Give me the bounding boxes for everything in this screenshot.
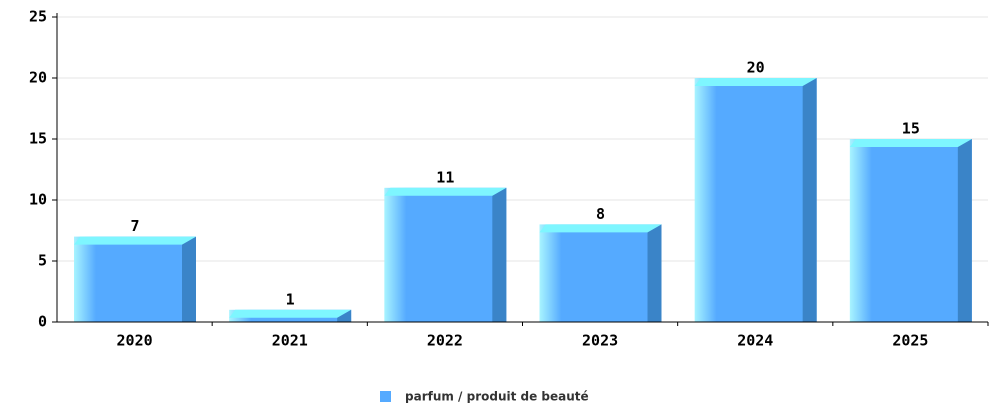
x-tick-label: 2024	[737, 332, 773, 350]
bar	[539, 224, 662, 322]
y-tick-label: 25	[29, 8, 47, 26]
bar-side	[182, 236, 196, 322]
bar-top	[694, 78, 817, 86]
bar-top	[539, 224, 662, 233]
bar	[849, 139, 972, 322]
bar-side	[337, 309, 352, 322]
y-tick-label: 0	[38, 313, 47, 331]
bar-top	[384, 187, 507, 196]
bar-side	[802, 78, 817, 322]
y-tick-label: 15	[29, 130, 47, 148]
value-label: 7	[130, 217, 139, 235]
x-tick-label: 2025	[892, 332, 928, 350]
x-tick-label: 2021	[272, 332, 308, 350]
bar-top	[74, 236, 196, 245]
x-tick-label: 2022	[427, 332, 463, 350]
y-tick-label: 20	[29, 69, 47, 87]
bar-side	[957, 139, 972, 322]
bar-top	[849, 139, 972, 147]
bar-side	[647, 224, 662, 322]
value-label: 8	[596, 205, 605, 223]
bar-top	[229, 309, 352, 318]
y-tick-label: 5	[38, 252, 47, 270]
value-label: 20	[747, 59, 765, 77]
bar	[74, 236, 196, 322]
value-label: 1	[286, 290, 295, 308]
value-label: 11	[436, 168, 454, 186]
value-label: 15	[902, 120, 920, 138]
legend-swatch	[380, 391, 391, 402]
bar	[384, 187, 507, 322]
x-tick-label: 2020	[117, 332, 153, 350]
legend-label: parfum / produit de beauté	[405, 390, 589, 404]
bar	[694, 78, 817, 322]
x-tick-label: 2023	[582, 332, 618, 350]
y-tick-label: 10	[29, 191, 47, 209]
bar-side	[492, 187, 507, 322]
